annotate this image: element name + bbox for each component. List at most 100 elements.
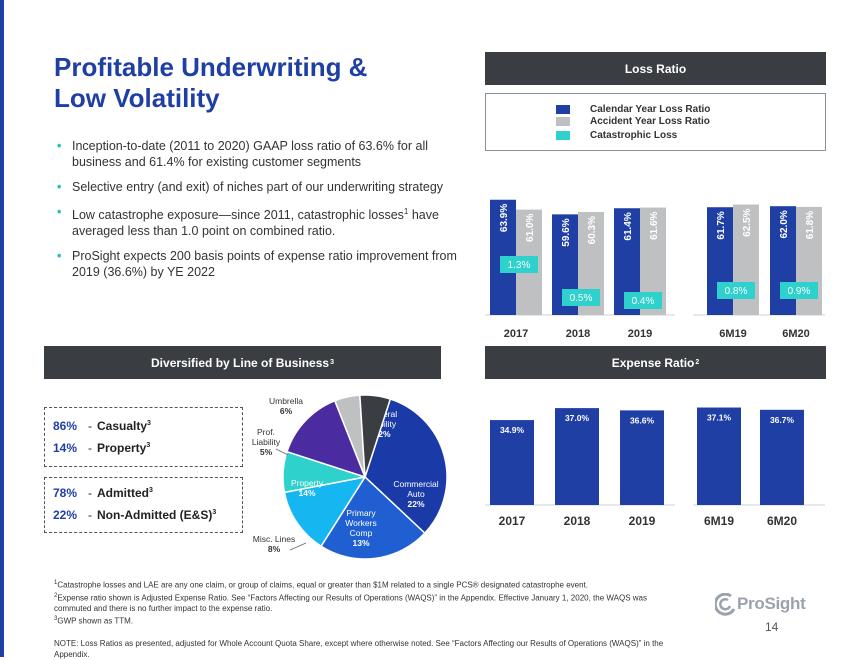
data-label-catastrophic: 1.3% [508,260,531,271]
bullet-item: ProSight expects 200 basis points of exp… [57,248,457,280]
footnote-text: NOTE: Loss Ratios as presented, adjusted… [54,638,664,659]
data-label-calendar: 61.4% [623,212,634,240]
mix-dash: - [88,441,92,455]
x-tick-label: 2017 [504,328,528,340]
footnote-marker: 3 [54,616,58,623]
page-title: Profitable Underwriting & Low Volatility [54,52,474,114]
non-admitted-label: Non-Admitted (E&S) [97,508,213,522]
pie-label-pct: 13% [352,538,369,548]
expense-ratio-header: Expense Ratio 2 [485,346,826,379]
legend-item-accident: Accident Year Loss Ratio [556,116,816,128]
mix-row-non-admitted: 22% - Non-Admitted (E&S)3 [53,508,216,522]
loss-ratio-legend: Calendar Year Loss Ratio Accident Year L… [485,93,826,151]
footnote-ref: 3 [147,420,151,427]
bar-catastrophic-2018 [562,289,600,306]
admitted-pct: 78% [53,486,78,500]
bar-expense-2017 [490,420,534,505]
bar-catastrophic-2019 [624,292,662,309]
footnote-text: GWP shown as TTM. [57,616,134,626]
page-number: 14 [765,620,779,634]
logo-mark-icon [715,593,736,616]
logo-text: ProSight [737,594,806,613]
footnote-1: 1Catastrophe losses and LAE are any one … [54,578,664,591]
leader-line [289,542,307,551]
footnote-3: 3GWP shown as TTM. [54,614,664,627]
footnote-text: Expense ratio shown is Adjusted Expense … [54,593,647,614]
x-tick-label: 2019 [629,514,656,528]
left-accent-bar [0,0,4,657]
legend-item-catastrophic: Catastrophic Loss [556,130,816,142]
expense-ratio-chart: 34.9% 2017 37.0% 2018 36.6% 2019 37.1% 6M19 36.7… [485,407,825,528]
x-tick-label: 2019 [628,328,652,340]
pie-label-pct: 6% [280,406,293,416]
data-label-accident: 61.0% [525,213,536,241]
diversified-header-text: Diversified by Line of Business [151,355,330,370]
data-label-expense: 37.0% [565,413,590,423]
footnote-note: NOTE: Loss Ratios as presented, adjusted… [54,638,664,660]
bar-catastrophic-2017 [500,256,538,273]
legend-label: Catastrophic Loss [590,130,678,141]
pie-label: Umbrella [269,396,303,406]
pie-label-pct: 14% [298,488,315,498]
data-label-calendar: 59.6% [561,218,572,246]
pie-label: Prof. [257,427,275,437]
title-line-1: Profitable Underwriting & [54,52,368,82]
footnote-ref: 3 [146,442,151,449]
property-pct: 14% [53,441,78,455]
pie-label: Commercial [393,479,438,489]
footnotes: 1Catastrophe losses and LAE are any one … [54,578,664,660]
data-label-calendar: 61.7% [716,211,727,239]
bar-expense-2019 [620,410,664,505]
bullet-item: Inception-to-date (2011 to 2020) GAAP lo… [57,138,457,170]
loss-ratio-header-text: Loss Ratio [624,61,687,76]
non-admitted-pct: 22% [53,508,78,522]
footnote-ref: 2 [695,359,700,366]
bar-catastrophic-6M19 [717,282,755,299]
data-label-catastrophic: 0.8% [725,286,748,297]
mix-row-admitted: 78% - Admitted3 [53,486,153,500]
data-label-catastrophic: 0.4% [632,296,655,307]
legend-swatch-accident [556,117,570,126]
x-tick-label: 2017 [499,514,526,528]
line-of-business-pie: GeneralLiability32%CommercialAuto22%Prim… [252,394,448,560]
pie-slice-umbrella [359,394,392,478]
x-tick-label: 2018 [566,328,590,340]
bar-catastrophic-6M20 [780,282,818,299]
footnote-ref: 3 [330,359,334,366]
x-tick-label: 6M19 [719,328,747,340]
mix-dash: - [88,486,92,500]
pie-label-pct: 5% [260,447,273,457]
legend-swatch-calendar [556,105,570,114]
bullet-item: Selective entry (and exit) of niches par… [57,179,457,195]
pie-label-pct: 22% [407,499,424,509]
pie-label: Misc. Lines [253,534,296,544]
footnote-2: 2Expense ratio shown is Adjusted Expense… [54,591,664,615]
x-tick-label: 6M19 [704,514,734,528]
legend-label: Accident Year Loss Ratio [590,116,710,127]
loss-ratio-chart: 63.9% 61.0% 1.3% 2017 59.6% 60.3% 0.5% 2018 61.4… [485,199,825,340]
pie-slice-commercial-auto [320,475,426,560]
admitted-label: Admitted [97,486,149,500]
bullet-text: Inception-to-date (2011 to 2020) GAAP lo… [72,139,428,169]
property-label: Property [97,441,147,455]
bullet-text: have averaged less than 1.0 point on com… [72,208,439,239]
legend-item-calendar: Calendar Year Loss Ratio [556,104,816,116]
x-tick-label: 2018 [564,514,591,528]
bullet-item: Low catastrophe exposure—since 2011, cat… [57,204,457,239]
pie-slice-property [286,399,367,479]
bar-expense-6M19 [697,407,741,505]
data-label-expense: 36.6% [630,415,655,425]
data-label-catastrophic: 0.9% [788,286,811,297]
data-label-calendar: 63.9% [499,204,510,232]
footnote-marker: 2 [54,592,58,599]
loss-ratio-header: Loss Ratio [485,52,826,85]
mix-row-casualty: 86% - Casualty3 [53,419,151,433]
pie-label-pct: 32% [373,429,390,439]
footnote-text: Catastrophe losses and LAE are any one c… [57,580,588,590]
casualty-property-box: 86% - Casualty3 14% - Property3 [44,407,243,467]
pie-label: Workers [345,518,377,528]
expense-ratio-header-text: Expense Ratio [611,355,695,370]
bar-expense-6M20 [760,409,804,505]
x-tick-label: 6M20 [782,328,810,340]
footnote-marker: 1 [54,580,58,586]
